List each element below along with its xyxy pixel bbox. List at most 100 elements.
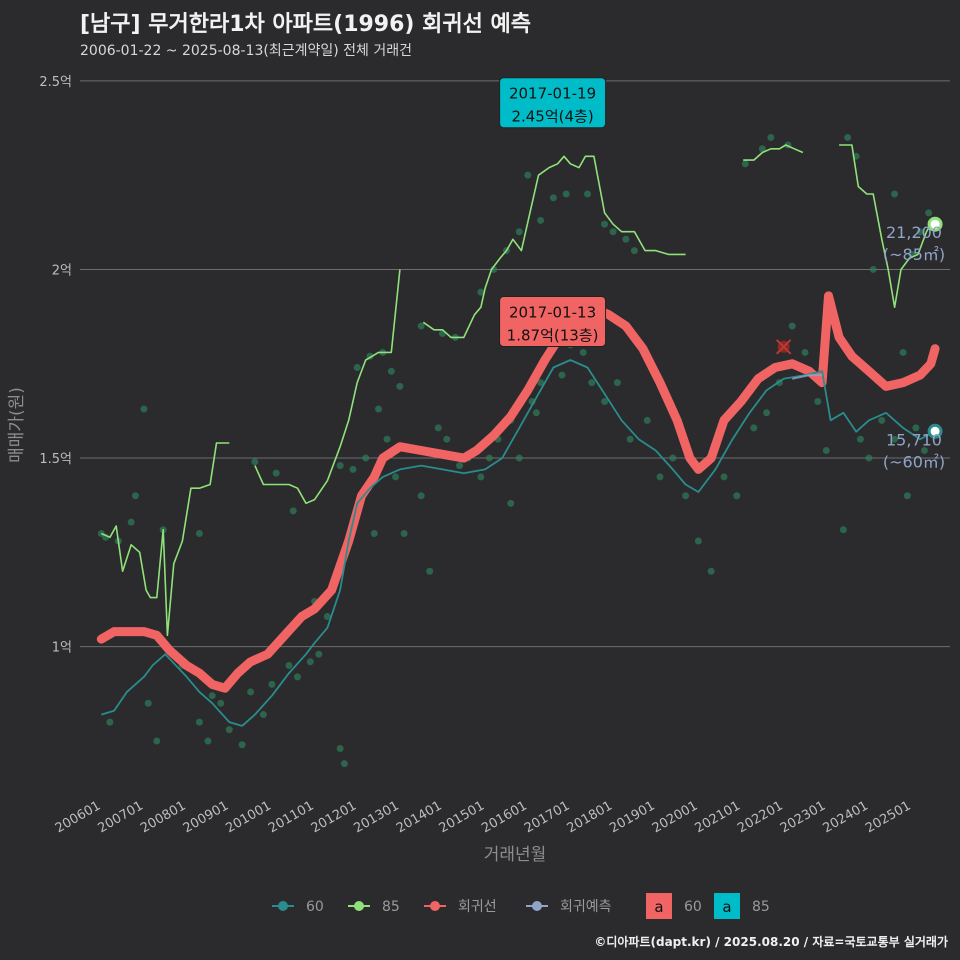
legend-label: 85 [382, 899, 400, 915]
x-tick-label: 200601 [53, 798, 103, 836]
scatter-point [869, 265, 877, 273]
series-85-line [254, 269, 401, 505]
regression-line [96, 291, 940, 693]
scatter-point [562, 190, 570, 198]
x-tick-label: 201501 [437, 798, 487, 836]
scatter-point [903, 492, 911, 500]
scatter-point [558, 371, 566, 379]
scatter-point [656, 473, 664, 481]
scatter-point [750, 424, 758, 432]
scatter-point [584, 190, 591, 198]
scatter-point [315, 650, 323, 658]
scatter-point [285, 662, 293, 670]
callout-box-85 [499, 77, 607, 129]
scatter-point [630, 247, 638, 255]
scatter-point [251, 458, 259, 466]
scatter-point [669, 454, 677, 462]
scatter-point [891, 190, 899, 198]
scatter-point [140, 405, 148, 413]
x-tick-label: 201101 [266, 798, 316, 836]
scatter-point [426, 567, 434, 575]
scatter-point [601, 397, 609, 405]
callout-box-60 [499, 295, 607, 347]
scatter-point [153, 737, 161, 745]
scatter-point [741, 160, 749, 168]
series-85-line [839, 144, 936, 309]
y-tick-label: 2억 [52, 263, 72, 278]
end-area-label: (~60㎡) [883, 452, 945, 471]
scatter-point [443, 435, 451, 443]
legend-fill-key [646, 893, 672, 919]
scatter-point [340, 760, 348, 768]
legend-fill-label: 60 [684, 899, 702, 915]
scatter-point [477, 473, 485, 481]
x-tick-label: 201801 [565, 798, 615, 836]
x-tick-label: 201201 [309, 798, 359, 836]
chart-subtitle: 2006-01-22 ~ 2025-08-13(최근계약일) 전체 거래건 [80, 43, 412, 59]
scatter-point [920, 447, 928, 455]
scatter-point [622, 235, 630, 243]
series-60-line [101, 359, 936, 727]
legend-label: 회귀선 [458, 899, 497, 915]
scatter-point [417, 322, 425, 330]
series-85-line [422, 155, 686, 339]
scatter-point [392, 473, 400, 481]
legend-key-dot [532, 901, 542, 911]
series-85-line [743, 144, 804, 161]
end-area-label: (~85㎡) [883, 245, 945, 264]
chart-title: [남구] 무거한라1차 아파트(1996) 회귀선 예측 [80, 12, 531, 37]
scatter-point [537, 216, 545, 224]
scatter-point [916, 228, 924, 236]
scatter-point [613, 379, 621, 387]
scatter-point [268, 680, 276, 688]
x-tick-label: 202501 [863, 798, 913, 836]
scatter-point [195, 718, 203, 726]
scatter-point [336, 745, 344, 753]
scatter-point [217, 699, 225, 707]
y-tick-label: 1.5억 [39, 452, 72, 467]
scatter-point [336, 462, 344, 470]
scatter-point [208, 692, 216, 700]
scatter-point [788, 322, 796, 330]
scatter-point [763, 409, 771, 417]
x-tick-label: 201901 [607, 798, 657, 836]
scatter-point [477, 288, 485, 296]
scatter-point [353, 364, 361, 372]
scatter-point [524, 171, 532, 179]
scatter-point [537, 379, 545, 387]
scatter-point [485, 454, 493, 462]
scatter-point [323, 612, 331, 620]
scatter-point [682, 492, 690, 500]
legend-key-dot [278, 901, 288, 911]
scatter-point [272, 469, 280, 477]
scatter-point [588, 379, 596, 387]
x-tick-label: 202201 [735, 798, 785, 836]
legend-label: 회귀예측 [560, 899, 612, 915]
scatter-point [375, 405, 383, 413]
scatter-point [532, 409, 540, 417]
end-marker-60 [927, 423, 943, 439]
scatter-point [349, 465, 357, 473]
scatter-point [247, 688, 255, 696]
end-value-label: 21,200 [886, 223, 942, 242]
scatter-point [106, 718, 114, 726]
scatter-point [579, 348, 587, 356]
scatter-point [289, 507, 297, 515]
legend-fill-glyph: a [654, 898, 663, 916]
scatter-point [822, 447, 830, 455]
scatter-point [195, 530, 203, 538]
legend-key-dot [430, 901, 440, 911]
scatter-point [839, 526, 847, 534]
scatter-point [400, 530, 408, 538]
legend-fill-label: 85 [752, 899, 770, 915]
scatter-point [306, 658, 314, 666]
legend-fill-key [714, 893, 740, 919]
scatter-point [844, 133, 852, 141]
scatter-point [396, 382, 404, 390]
scatter-point [127, 518, 135, 526]
callout-price: 1.87억(13층) [507, 326, 599, 344]
scatter-point [417, 492, 425, 500]
scatter-point [238, 741, 246, 749]
